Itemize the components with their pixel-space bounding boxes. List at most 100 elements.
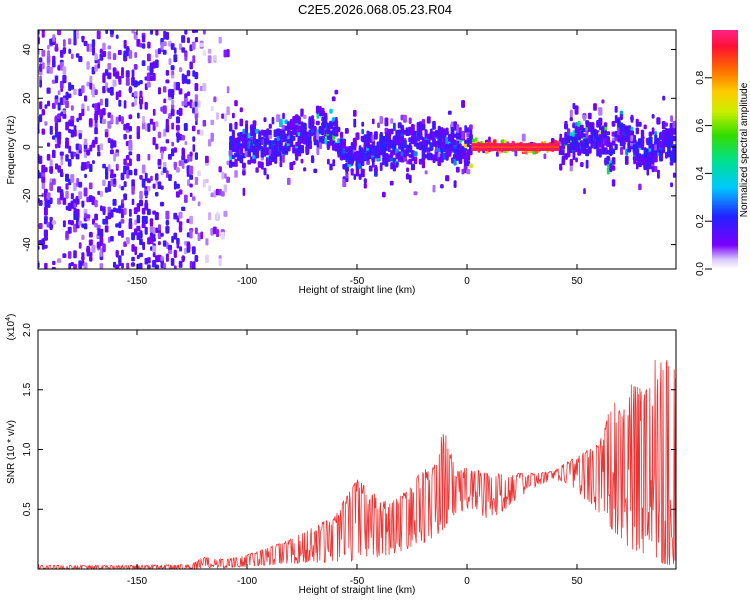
heatmap-cell xyxy=(158,87,161,95)
heatmap-cell xyxy=(184,93,188,100)
heatmap-cell xyxy=(78,56,83,63)
heatmap-cell xyxy=(141,164,146,174)
heatmap-cell xyxy=(656,117,661,125)
heatmap-cell xyxy=(160,201,165,207)
heatmap-cell xyxy=(123,158,127,165)
heatmap-cell xyxy=(220,191,225,197)
heatmap-cell xyxy=(426,116,431,124)
heatmap-cell xyxy=(268,134,273,139)
heatmap-cell xyxy=(110,140,114,149)
heatmap-cell xyxy=(300,108,304,117)
heatmap-cell xyxy=(410,163,415,171)
heatmap-cell xyxy=(126,162,130,167)
heatmap-cell xyxy=(78,112,82,121)
heatmap-cell xyxy=(144,202,149,211)
heatmap-cell xyxy=(279,161,283,168)
heatmap-cell xyxy=(469,163,473,169)
heatmap-cell xyxy=(329,121,333,128)
heatmap-cell xyxy=(118,90,122,97)
heatmap-cell xyxy=(147,185,151,192)
y-tick-label: 0 xyxy=(22,144,33,150)
heatmap-cell xyxy=(580,142,584,150)
heatmap-cell xyxy=(86,61,90,70)
colorbar-label: Normalized spectral amplitude xyxy=(739,82,750,217)
heatmap-cell xyxy=(263,167,267,176)
heatmap-cell xyxy=(612,148,615,155)
heatmap-cell xyxy=(139,43,143,48)
heatmap-cell xyxy=(445,175,450,182)
heatmap-cell xyxy=(656,137,661,144)
heatmap-cell xyxy=(144,101,148,110)
heatmap-cell xyxy=(44,244,48,249)
heatmap-cell xyxy=(47,50,50,57)
heatmap-cell xyxy=(287,177,291,185)
heatmap-cell xyxy=(163,86,167,93)
heatmap-cell xyxy=(57,131,62,140)
heatmap-cell xyxy=(374,164,378,174)
heatmap-cell xyxy=(168,154,172,159)
heatmap-cell xyxy=(105,131,109,137)
heatmap-cell xyxy=(226,106,230,115)
heatmap-cell xyxy=(292,144,296,150)
heatmap-cell xyxy=(60,111,63,117)
heatmap-cell xyxy=(659,152,663,158)
heatmap-cell xyxy=(160,256,164,262)
heatmap-cell xyxy=(577,150,582,156)
heatmap-cell xyxy=(389,128,394,135)
heatmap-cell xyxy=(244,136,249,144)
heatmap-cell xyxy=(121,249,124,256)
heatmap-cell xyxy=(136,225,141,232)
heatmap-cell xyxy=(638,153,642,159)
heatmap-cell xyxy=(52,149,56,158)
heatmap-cell xyxy=(189,165,194,175)
heatmap-cell xyxy=(453,121,457,126)
heatmap-cell xyxy=(390,150,394,157)
heatmap-cell xyxy=(189,183,193,188)
heatmap-cell xyxy=(430,152,433,161)
heatmap-cell xyxy=(88,43,93,52)
heatmap-cell xyxy=(215,229,220,237)
heatmap-cell xyxy=(189,156,193,162)
heatmap-cell xyxy=(105,215,108,224)
heatmap-cell xyxy=(496,151,499,157)
heatmap-cell xyxy=(118,255,122,264)
heatmap-cell xyxy=(65,91,69,101)
heatmap-cell xyxy=(371,157,376,163)
x-tick-label: 50 xyxy=(571,576,583,587)
heatmap-cell xyxy=(154,212,159,221)
heatmap-cell xyxy=(604,130,607,137)
heatmap-cell xyxy=(78,191,83,200)
heatmap-cell xyxy=(102,86,106,94)
heatmap-cell xyxy=(622,144,626,150)
heatmap-cell xyxy=(44,262,48,269)
heatmap-cell xyxy=(461,100,465,108)
heatmap-cell xyxy=(661,121,666,130)
heatmap-cell xyxy=(371,148,375,155)
heatmap-cell xyxy=(76,117,79,122)
heatmap-cell xyxy=(146,72,151,82)
heatmap-cell xyxy=(279,143,283,152)
heatmap-cell xyxy=(155,143,159,150)
heatmap-cell xyxy=(165,139,170,144)
heatmap-cell xyxy=(97,144,101,152)
heatmap-cell xyxy=(149,118,154,125)
heatmap-cell xyxy=(157,158,162,166)
heatmap-cell xyxy=(321,121,325,126)
heatmap-cell xyxy=(178,107,183,116)
heatmap-cell xyxy=(387,136,391,146)
heatmap-cell xyxy=(437,125,441,135)
heatmap-cell xyxy=(162,105,167,114)
y-tick-label: 20 xyxy=(22,92,33,104)
heatmap-cell xyxy=(598,107,603,116)
heatmap-cell xyxy=(115,91,119,100)
heatmap-cell xyxy=(226,86,230,94)
heatmap-cell xyxy=(569,158,573,166)
heatmap-cell xyxy=(350,168,354,174)
heatmap-cell xyxy=(559,149,563,155)
heatmap-cell xyxy=(279,118,283,127)
heatmap-cell xyxy=(155,227,159,234)
heatmap-cell xyxy=(171,141,174,147)
heatmap-cell xyxy=(353,109,357,117)
heatmap-cell xyxy=(136,232,141,240)
heatmap-cell xyxy=(279,139,283,146)
